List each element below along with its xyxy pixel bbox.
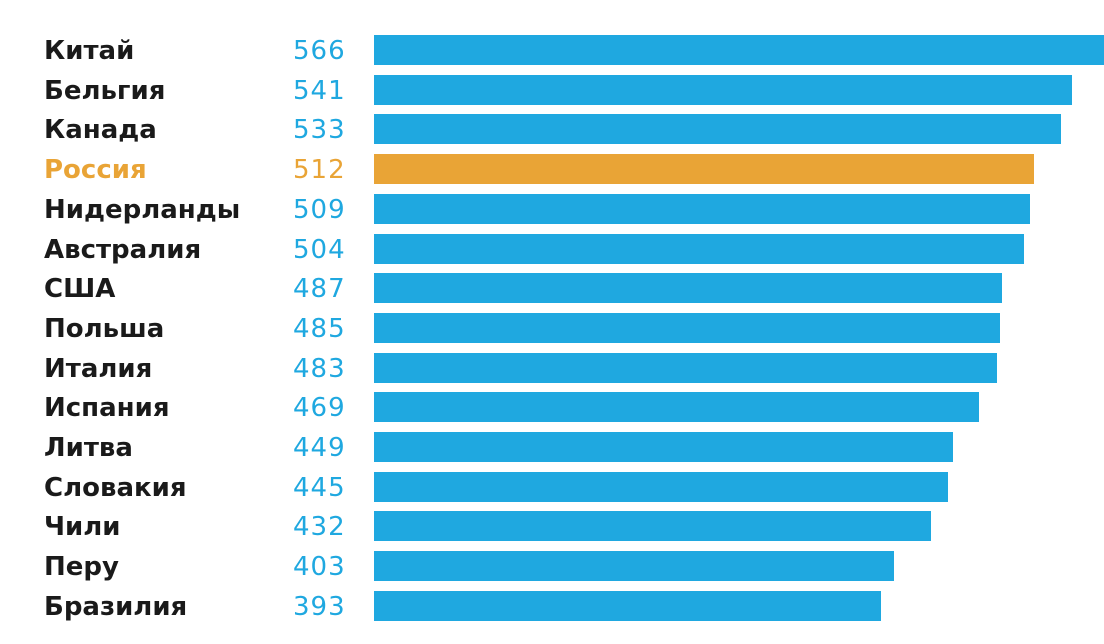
category-label: Бразилия bbox=[44, 591, 188, 622]
category-label: Канада bbox=[44, 115, 157, 146]
bar bbox=[374, 471, 948, 502]
data-label: 566 bbox=[293, 36, 346, 66]
chart-row: Италия 483 bbox=[0, 352, 1104, 392]
category-label: Бельгия bbox=[44, 75, 166, 106]
category-label: Польша bbox=[44, 313, 165, 344]
chart-row: Литва 449 bbox=[0, 431, 1104, 471]
data-label: 533 bbox=[293, 115, 346, 146]
chart-row: Польша 485 bbox=[0, 312, 1104, 352]
chart-row: Испания 469 bbox=[0, 391, 1104, 431]
bar bbox=[374, 193, 1030, 224]
data-label: 504 bbox=[293, 234, 346, 265]
bar bbox=[374, 392, 979, 423]
chart-row: Чили 432 bbox=[0, 510, 1104, 550]
chart-row: Россия 512 bbox=[0, 153, 1104, 193]
chart-row: Бразилия 393 bbox=[0, 590, 1104, 630]
data-label: 485 bbox=[293, 313, 346, 344]
bar bbox=[374, 432, 953, 462]
bar bbox=[374, 511, 931, 542]
category-label: Италия bbox=[44, 353, 153, 384]
chart-row: Китай 566 bbox=[0, 34, 1104, 74]
category-label: Нидерланды bbox=[44, 194, 241, 225]
data-label: 445 bbox=[293, 472, 346, 503]
bar bbox=[374, 590, 881, 621]
bar bbox=[374, 35, 1104, 65]
data-label: 541 bbox=[293, 75, 346, 106]
bar bbox=[374, 551, 894, 582]
data-label: 509 bbox=[293, 194, 346, 225]
category-label: США bbox=[44, 274, 116, 305]
data-label: 432 bbox=[293, 512, 346, 543]
data-label: 483 bbox=[293, 353, 346, 384]
data-label: 469 bbox=[293, 393, 346, 424]
chart-row: Бельгия 541 bbox=[0, 74, 1104, 114]
bar bbox=[374, 273, 1002, 304]
chart-row: Словакия 445 bbox=[0, 471, 1104, 511]
category-label: Испания bbox=[44, 393, 170, 424]
bar bbox=[374, 114, 1061, 145]
bar bbox=[374, 312, 1000, 343]
chart-row: Перу 403 bbox=[0, 550, 1104, 590]
bar bbox=[374, 74, 1072, 105]
data-label: 449 bbox=[293, 433, 346, 463]
category-label: Россия bbox=[44, 155, 147, 186]
chart-row: Канада 533 bbox=[0, 113, 1104, 153]
category-label: Австралия bbox=[44, 234, 202, 265]
category-label: Перу bbox=[44, 552, 119, 583]
data-label: 512 bbox=[293, 155, 346, 186]
data-label: 393 bbox=[293, 591, 346, 622]
category-label: Чили bbox=[44, 512, 121, 543]
bar bbox=[374, 154, 1034, 185]
bar bbox=[374, 233, 1024, 264]
category-label: Словакия bbox=[44, 472, 187, 503]
category-label: Литва bbox=[44, 433, 133, 463]
chart-row: Австралия 504 bbox=[0, 233, 1104, 273]
data-label: 487 bbox=[293, 274, 346, 305]
category-label: Китай bbox=[44, 36, 135, 66]
bar bbox=[374, 352, 997, 383]
data-label: 403 bbox=[293, 552, 346, 583]
chart-row: США 487 bbox=[0, 272, 1104, 312]
chart-row: Нидерланды 509 bbox=[0, 193, 1104, 233]
